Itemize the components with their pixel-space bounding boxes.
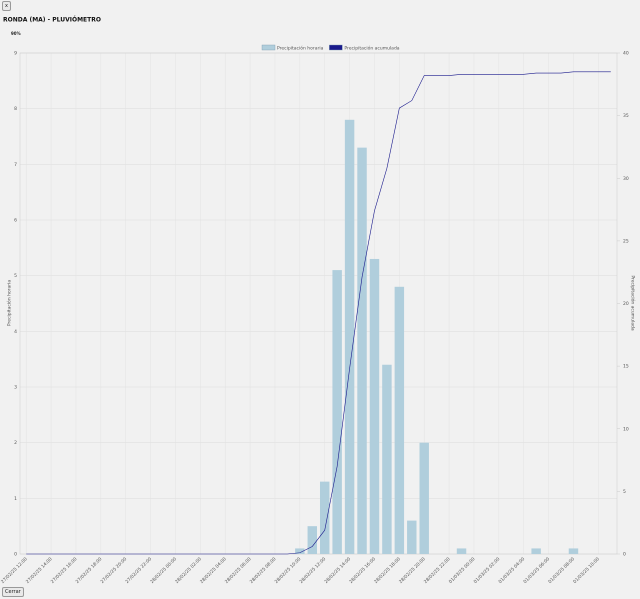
note: 90% <box>11 31 21 36</box>
bar <box>357 147 367 554</box>
x-tick-label: 01/03/25 02:00 <box>473 556 502 585</box>
x-tick-label: 28/02/25 04:00 <box>199 556 228 585</box>
bar <box>332 270 342 554</box>
x-tick-label: 28/02/25 12:00 <box>298 556 327 585</box>
x-tick-label: 28/02/25 02:00 <box>174 556 203 585</box>
y-tick-label: 8 <box>14 106 17 112</box>
y-tick-label: 0 <box>14 552 17 558</box>
x-tick-label: 28/02/25 06:00 <box>224 556 253 585</box>
legend-label: Precipitación horaria <box>277 45 324 52</box>
bar <box>382 364 392 554</box>
legend-swatch <box>329 44 343 51</box>
y2-tick-label: 10 <box>623 426 629 432</box>
x-tick-label: 01/03/25 10:00 <box>572 556 601 585</box>
bar <box>295 548 305 554</box>
x-tick-label: 28/02/25 20:00 <box>398 556 427 585</box>
bar <box>394 286 405 554</box>
x-tick-label: 01/03/25 06:00 <box>522 556 551 585</box>
y-tick-label: 1 <box>14 496 17 502</box>
bar <box>456 548 467 554</box>
x-tick-label: 28/02/25 10:00 <box>274 556 303 585</box>
legend-label: Precipitación acumulada <box>344 45 399 52</box>
y2-tick-label: 0 <box>623 552 626 558</box>
y-tick-label: 4 <box>14 329 17 335</box>
bar <box>419 442 429 554</box>
y2-tick-label: 5 <box>623 489 626 495</box>
x-tick-label: 27/02/25 20:00 <box>99 556 128 585</box>
x-tick-label: 28/02/25 22:00 <box>423 556 452 585</box>
x-tick-label: 01/03/25 08:00 <box>547 556 576 585</box>
y-axis-title: Precipitación horaria <box>6 280 13 327</box>
y2-tick-label: 20 <box>623 301 629 307</box>
x-tick-label: 28/02/25 00:00 <box>149 556 178 585</box>
bar <box>369 258 380 554</box>
y-tick-label: 6 <box>14 218 17 224</box>
bar <box>531 548 541 554</box>
bar <box>307 526 318 554</box>
x-tick-label: 28/02/25 08:00 <box>249 556 278 585</box>
y2-axis-title: Precipitación acumulada <box>630 275 637 330</box>
x-tick-label: 27/02/25 12:00 <box>0 556 29 585</box>
y-tick-label: 9 <box>14 51 17 57</box>
close-button[interactable]: Cerrar <box>2 587 24 597</box>
y2-tick-label: 25 <box>623 238 629 244</box>
bar <box>568 548 579 554</box>
y-tick-label: 3 <box>14 385 17 391</box>
x-tick-label: 01/03/25 00:00 <box>448 556 477 585</box>
chart-title: RONDA (MA) - PLUVIÓMETRO <box>3 17 101 24</box>
x-tick-label: 01/03/25 04:00 <box>497 556 526 585</box>
x-tick-label: 27/02/25 14:00 <box>25 556 54 585</box>
x-tick-label: 27/02/25 22:00 <box>124 556 153 585</box>
plot-frame <box>19 52 618 555</box>
y2-tick-label: 30 <box>623 176 629 182</box>
x-tick-label: 28/02/25 16:00 <box>348 556 377 585</box>
x-tick-label: 27/02/25 18:00 <box>75 556 104 585</box>
y-tick-label: 7 <box>14 162 17 168</box>
top-button[interactable]: x <box>2 1 11 11</box>
bar <box>344 119 355 555</box>
y2-tick-label: 40 <box>623 51 629 57</box>
x-tick-label: 28/02/25 14:00 <box>323 556 352 585</box>
x-tick-label: 27/02/25 16:00 <box>50 556 79 585</box>
bar <box>407 520 417 554</box>
bar <box>319 481 330 554</box>
y-tick-label: 5 <box>14 273 17 279</box>
y-tick-label: 2 <box>14 440 17 446</box>
legend-swatch <box>261 44 276 51</box>
y2-tick-label: 15 <box>623 364 629 370</box>
x-tick-label: 28/02/25 18:00 <box>373 556 402 585</box>
line <box>26 71 611 555</box>
y2-tick-label: 35 <box>623 113 629 119</box>
